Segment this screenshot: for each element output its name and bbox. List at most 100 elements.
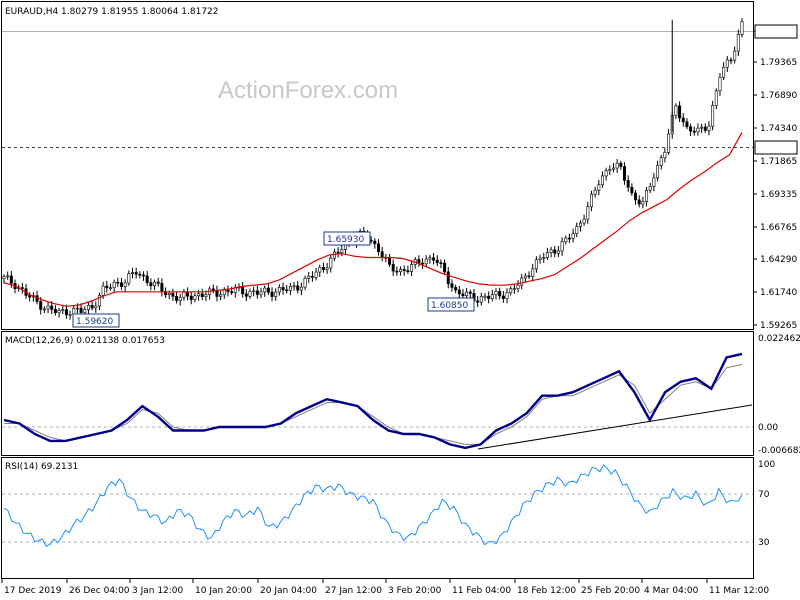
- price-tick-label: 1.71865: [760, 157, 797, 167]
- candle-body: [321, 267, 325, 270]
- price-tick-label: 1.79365: [760, 58, 797, 68]
- candle-body: [571, 233, 575, 239]
- candle-body: [432, 257, 436, 261]
- candle-body: [531, 268, 535, 277]
- candle-body: [307, 275, 311, 279]
- candle-body: [663, 151, 667, 159]
- last-price-tag: [754, 24, 798, 39]
- candle-body: [340, 249, 344, 253]
- candle-body: [296, 285, 300, 291]
- candle-body: [288, 285, 292, 291]
- candle-body: [39, 301, 43, 310]
- time-tick-label: 17 Dec 2019: [4, 586, 62, 596]
- candle-body: [637, 199, 641, 205]
- candle-body: [527, 275, 531, 278]
- candle-body: [318, 267, 322, 273]
- candle-body: [101, 285, 105, 296]
- candle-body: [395, 270, 399, 273]
- candle-body: [175, 296, 179, 301]
- candle-body: [421, 262, 425, 265]
- macd-tick-label: 0.00: [758, 423, 778, 433]
- macd-trendline: [477, 404, 753, 450]
- rsi-tick-label: 30: [758, 538, 770, 548]
- candle-body: [64, 309, 68, 316]
- candle-body: [204, 294, 208, 298]
- candle-body: [266, 287, 270, 293]
- candle-body: [226, 289, 230, 292]
- time-tick-label: 25 Feb 20:00: [581, 586, 640, 596]
- candle-body: [729, 59, 733, 62]
- candle-body: [667, 133, 671, 153]
- candle-body: [373, 240, 377, 245]
- candle-body: [9, 275, 13, 284]
- candle-body: [127, 273, 131, 284]
- candle-body: [450, 283, 454, 288]
- candle-body: [299, 286, 303, 291]
- candle-body: [83, 309, 87, 313]
- candle-body: [600, 175, 604, 186]
- price-tick-label: 1.61740: [760, 288, 797, 298]
- annotation-box: [427, 297, 475, 312]
- candle-body: [116, 281, 120, 284]
- candle-body: [483, 295, 487, 298]
- candle-body: [145, 275, 149, 283]
- price-tick-label: 1.66765: [760, 223, 797, 233]
- time-tick-label: 11 Mar 12:00: [709, 586, 769, 596]
- candle-body: [549, 249, 553, 253]
- rsi-line: [3, 463, 743, 548]
- time-tick-label: 20 Jan 04:00: [260, 586, 317, 596]
- annotation-label: 1.65930: [327, 235, 364, 245]
- candle-body: [252, 290, 256, 293]
- candle-body: [178, 296, 182, 301]
- candle-body: [57, 310, 61, 314]
- candle-body: [696, 127, 700, 133]
- candle-body: [700, 126, 704, 129]
- candle-body: [564, 237, 568, 243]
- time-tick-label: 11 Feb 04:00: [452, 586, 511, 596]
- annotation-box: [72, 313, 120, 328]
- candle-body: [410, 264, 414, 272]
- candle-body: [733, 50, 737, 61]
- rsi-tick-label: 100: [758, 460, 775, 470]
- annotation-box: [323, 231, 371, 246]
- candle-body: [244, 293, 248, 297]
- macd-tick-label: 0.022462: [758, 334, 800, 344]
- candle-body: [692, 130, 696, 133]
- candle-body: [656, 165, 660, 179]
- candle-body: [707, 125, 711, 131]
- candle-body: [542, 257, 546, 259]
- candle-body: [703, 126, 707, 131]
- candle-body: [582, 218, 586, 224]
- price-tick-label: 1.74340: [760, 124, 797, 134]
- candle-body: [520, 277, 524, 286]
- candle-body: [72, 308, 76, 315]
- candle-body: [215, 290, 219, 297]
- candle-body: [42, 308, 46, 311]
- candle-body: [388, 257, 392, 265]
- candle-body: [494, 291, 498, 295]
- candle-body: [468, 291, 472, 294]
- candle-body: [270, 291, 274, 297]
- macd-signal-line: [4, 363, 743, 445]
- candle-body: [255, 290, 259, 295]
- time-tick-label: 10 Jan 20:00: [195, 586, 252, 596]
- candle-body: [6, 275, 10, 278]
- level-price-tag: [754, 140, 798, 155]
- candle-body: [97, 295, 101, 307]
- candle-body: [740, 21, 744, 35]
- price-tick-label: 1.69335: [760, 190, 797, 200]
- candle-body: [545, 252, 549, 258]
- time-tick-label: 3 Jan 12:00: [132, 586, 184, 596]
- candle-body: [498, 291, 502, 297]
- candle-body: [490, 294, 494, 299]
- candle-body: [160, 283, 164, 292]
- candle-body: [138, 273, 142, 276]
- candle-body: [512, 288, 516, 290]
- candle-body: [461, 293, 465, 297]
- candle-body: [377, 243, 381, 253]
- price-tick-label: 1.64290: [760, 255, 797, 265]
- candle-body: [578, 222, 582, 227]
- candle-body: [417, 259, 421, 264]
- time-tick-label: 26 Dec 04:00: [69, 586, 130, 596]
